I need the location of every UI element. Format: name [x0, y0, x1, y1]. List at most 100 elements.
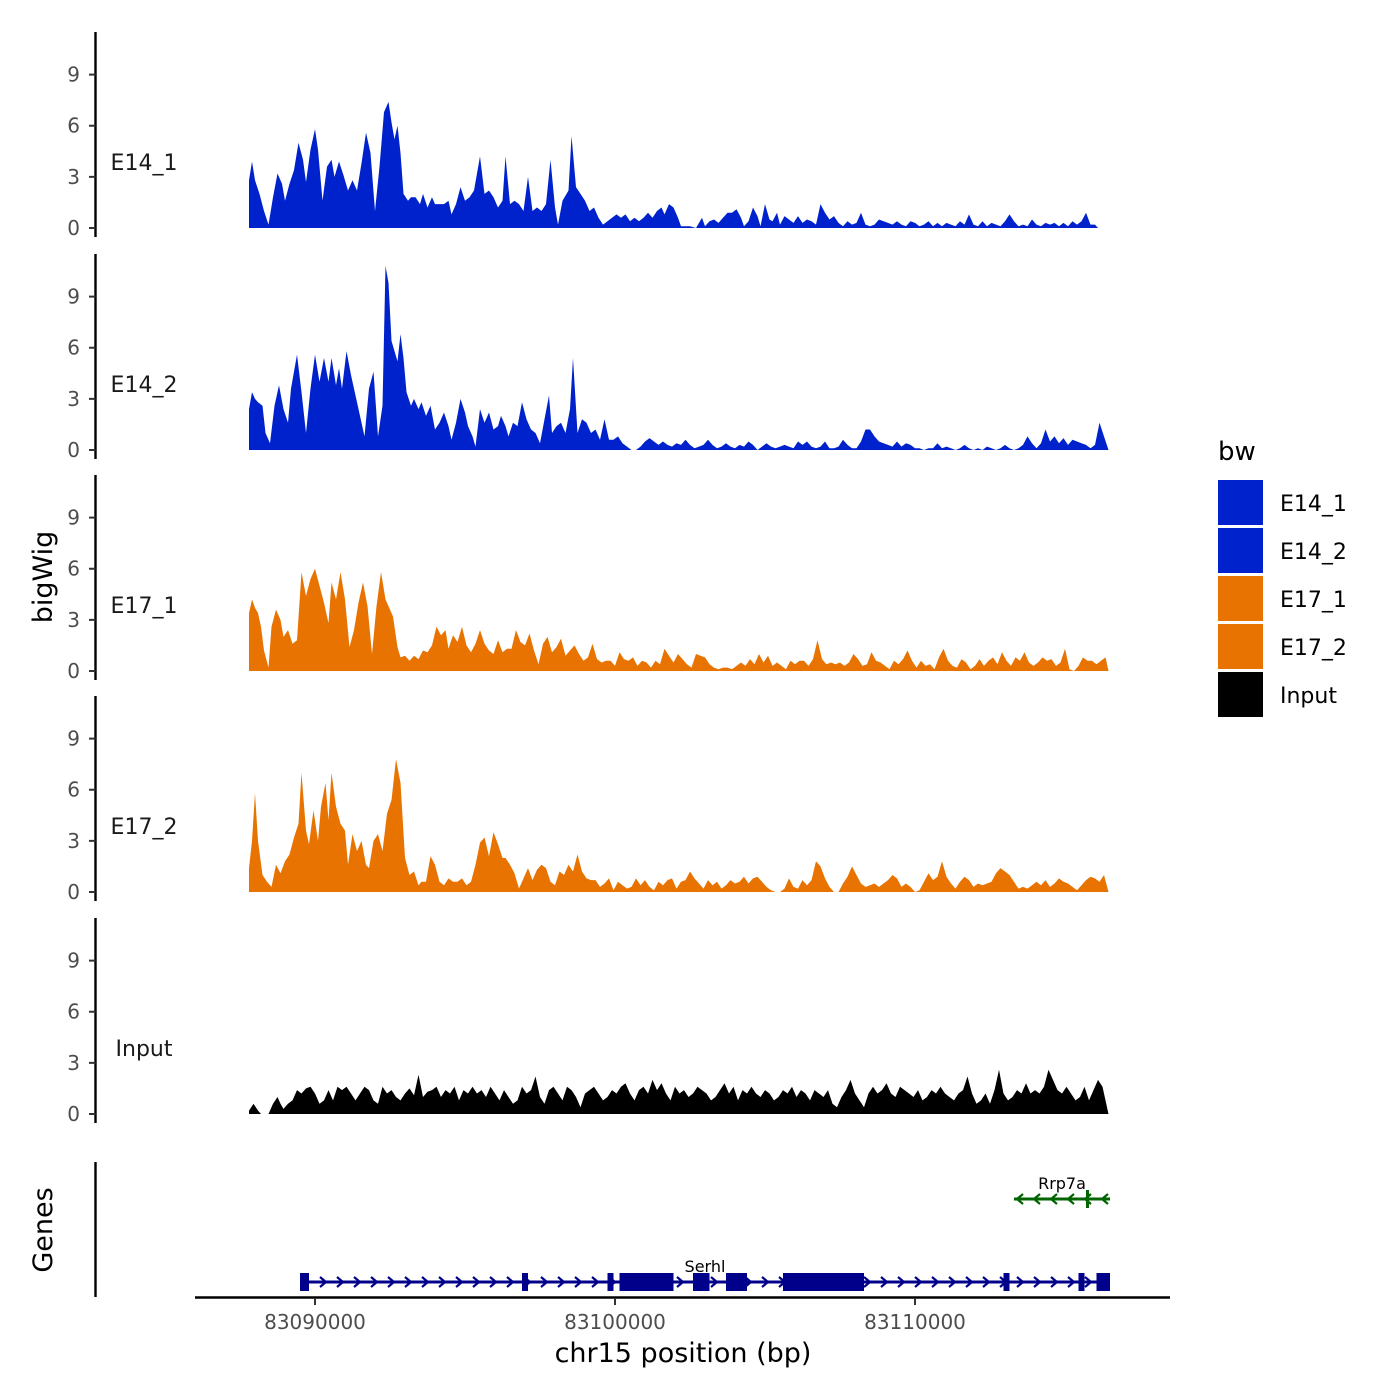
- y-tick-label: 3: [67, 608, 80, 632]
- strand-arrow: [336, 1276, 345, 1288]
- y-tick-label: 9: [67, 506, 80, 530]
- track-e17-2: 0 3 6 9 E17_2: [67, 696, 1109, 904]
- gene-label: Rrp7a: [1038, 1174, 1086, 1193]
- legend: bw E14_1 E14_2 E17_1 E17_2 Input: [1218, 437, 1347, 717]
- strand-arrow: [387, 1276, 396, 1288]
- strand-arrow: [931, 1276, 940, 1288]
- y-axis-title: bigWig: [28, 531, 59, 624]
- area-series-e14-1: [249, 101, 1098, 228]
- strand-arrow: [353, 1276, 362, 1288]
- x-tick-label: 83100000: [564, 1310, 666, 1334]
- exon: [1086, 1190, 1089, 1208]
- track-label: E14_2: [111, 373, 178, 398]
- strand-arrow: [948, 1276, 957, 1288]
- gene-label: Serhl: [685, 1257, 726, 1276]
- area-series-e14-2: [249, 265, 1109, 450]
- strand-arrow: [1067, 1276, 1076, 1288]
- strand-arrow: [1050, 1276, 1059, 1288]
- y-tick-label: 0: [67, 216, 80, 240]
- strand-arrow: [1033, 1276, 1042, 1288]
- exon: [783, 1273, 864, 1291]
- exon: [693, 1273, 710, 1291]
- area-series-input: [249, 1069, 1109, 1114]
- legend-label: E17_1: [1280, 588, 1347, 613]
- legend-swatch: [1218, 480, 1263, 525]
- y-tick-label: 0: [67, 1102, 80, 1126]
- strand-arrow: [1032, 1193, 1041, 1205]
- strand-arrow: [489, 1276, 498, 1288]
- exon: [619, 1273, 674, 1291]
- exon: [607, 1273, 614, 1291]
- strand-arrow: [1100, 1193, 1109, 1205]
- area-series-e17-2: [249, 759, 1109, 892]
- strand-arrow: [863, 1276, 872, 1288]
- gene-rrp7a: Rrp7a: [1014, 1174, 1110, 1208]
- y-tick-label: 6: [67, 557, 80, 581]
- legend-swatch: [1218, 576, 1263, 621]
- strand-arrow: [404, 1276, 413, 1288]
- strand-arrow: [1015, 1193, 1024, 1205]
- strand-arrow: [506, 1276, 515, 1288]
- strand-arrow: [897, 1276, 906, 1288]
- exon: [1003, 1273, 1010, 1291]
- strand-arrow: [421, 1276, 430, 1288]
- y-tick-label: 0: [67, 880, 80, 904]
- track-e14-1: 0 3 6 9 E14_1: [67, 32, 1098, 240]
- exon: [1078, 1273, 1085, 1291]
- strand-arrow: [965, 1276, 974, 1288]
- y-tick-label: 6: [67, 114, 80, 138]
- legend-swatch: [1218, 624, 1263, 669]
- x-tick-label: 83090000: [264, 1310, 366, 1334]
- y-tick-label: 0: [67, 659, 80, 683]
- x-tick-label: 83110000: [864, 1310, 966, 1334]
- y-tick-label: 9: [67, 949, 80, 973]
- y-tick-label: 0: [67, 438, 80, 462]
- genes-axis-title: Genes: [28, 1187, 59, 1272]
- legend-label: E14_1: [1280, 492, 1347, 517]
- y-tick-label: 6: [67, 336, 80, 360]
- y-tick-label: 3: [67, 165, 80, 189]
- strand-arrow: [455, 1276, 464, 1288]
- y-tick-label: 3: [67, 387, 80, 411]
- legend-label: E17_2: [1280, 636, 1347, 661]
- exon: [726, 1273, 747, 1291]
- x-axis: 83090000 83100000 83110000: [195, 1296, 1170, 1334]
- strand-arrow: [710, 1276, 719, 1288]
- strand-arrow: [761, 1276, 770, 1288]
- y-tick-label: 9: [67, 727, 80, 751]
- exon: [1096, 1273, 1110, 1291]
- strand-arrow: [472, 1276, 481, 1288]
- track-e17-1: 0 3 6 9 E17_1: [67, 475, 1109, 683]
- track-label: E17_2: [111, 815, 178, 840]
- y-tick-label: 6: [67, 778, 80, 802]
- strand-arrow: [1084, 1276, 1093, 1288]
- strand-arrow: [880, 1276, 889, 1288]
- strand-arrow: [540, 1276, 549, 1288]
- y-tick-label: 9: [67, 63, 80, 87]
- legend-swatch: [1218, 528, 1263, 573]
- exon: [300, 1273, 309, 1291]
- track-label: Input: [116, 1037, 173, 1062]
- strand-arrow: [982, 1276, 991, 1288]
- gene-panel: Serhl Rrp7a: [94, 1162, 1110, 1297]
- exon: [522, 1273, 528, 1291]
- strand-arrow: [574, 1276, 583, 1288]
- strand-arrow: [1016, 1276, 1025, 1288]
- strand-arrow: [1066, 1193, 1075, 1205]
- gene-serhl: Serhl: [300, 1257, 1110, 1291]
- legend-label: E14_2: [1280, 540, 1347, 565]
- y-tick-label: 3: [67, 1051, 80, 1075]
- strand-arrow: [370, 1276, 379, 1288]
- strand-arrow: [591, 1276, 600, 1288]
- strand-arrow: [914, 1276, 923, 1288]
- y-tick-label: 9: [67, 285, 80, 309]
- tracks: 0 3 6 9 E14_1 0 3 6 9 E14_2 0 3 6 9 E17_1 0 3 6 9 E17_2 0 3 6 9…: [67, 32, 1109, 1126]
- y-tick-label: 6: [67, 1000, 80, 1024]
- legend-title: bw: [1218, 437, 1256, 467]
- track-label: E14_1: [111, 151, 178, 176]
- strand-arrow: [438, 1276, 447, 1288]
- track-input: 0 3 6 9 Input: [67, 918, 1109, 1126]
- strand-arrow: [557, 1276, 566, 1288]
- x-axis-title: chr15 position (bp): [555, 1338, 812, 1369]
